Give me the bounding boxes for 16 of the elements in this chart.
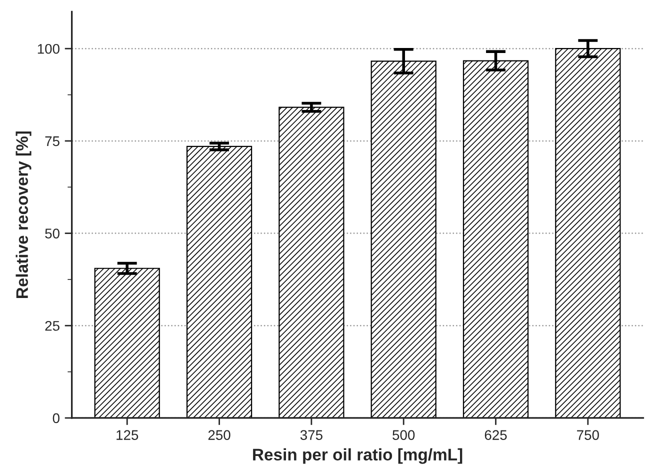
x-axis-title: Resin per oil ratio [mg/mL] (253, 448, 462, 464)
bar (186, 146, 252, 418)
x-tick-label: 375 (300, 430, 322, 440)
x-tick-label: 750 (577, 430, 599, 440)
y-tick-label: 50 (45, 228, 60, 238)
bar (94, 268, 160, 418)
x-tick-label: 500 (392, 430, 415, 440)
x-tick-label: 250 (208, 430, 230, 440)
x-tick-label: 125 (116, 430, 138, 440)
y-tick-label: 0 (52, 413, 60, 424)
x-tick-label: 625 (484, 430, 507, 440)
y-tick-label: 100 (38, 44, 60, 54)
y-tick-label: 25 (45, 320, 60, 331)
y-axis-title: Relative recovery [%] (16, 131, 32, 298)
bar (278, 106, 344, 418)
y-tick-label: 75 (45, 136, 60, 146)
